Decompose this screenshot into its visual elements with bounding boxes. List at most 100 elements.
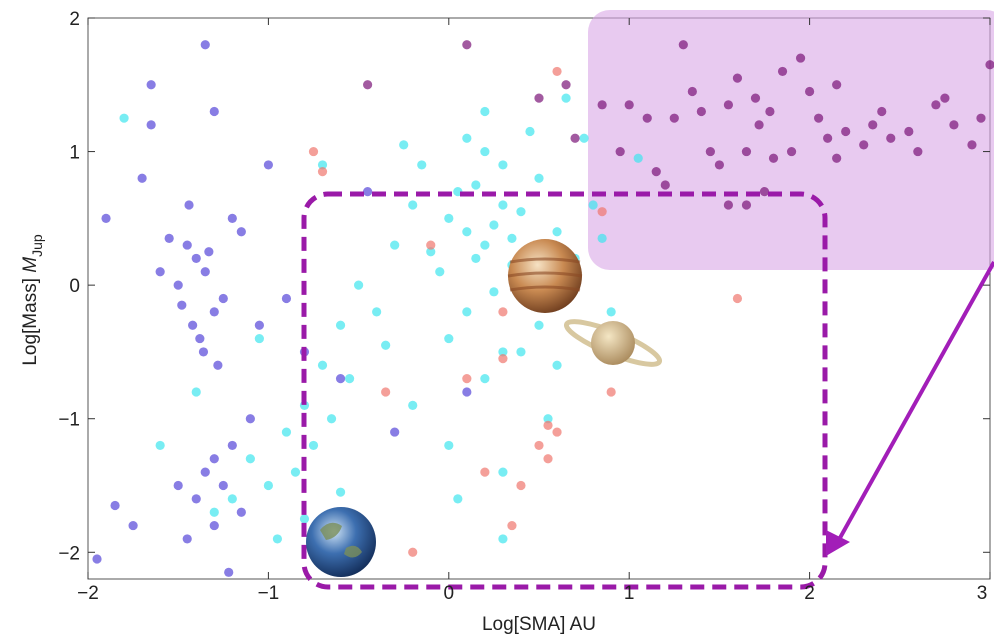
- x-tick-label: 0: [444, 583, 455, 604]
- point: [859, 140, 868, 149]
- point: [201, 468, 210, 477]
- point: [129, 521, 138, 530]
- point: [715, 160, 724, 169]
- point: [814, 114, 823, 123]
- y-axis-subscript: Jup: [29, 234, 45, 257]
- y-tick-label: 0: [69, 276, 80, 297]
- point: [841, 127, 850, 136]
- point: [210, 508, 219, 517]
- point: [291, 468, 300, 477]
- point: [219, 481, 228, 490]
- point: [201, 267, 210, 276]
- point: [408, 548, 417, 557]
- point: [670, 114, 679, 123]
- point: [543, 421, 552, 430]
- point: [940, 94, 949, 103]
- point: [765, 107, 774, 116]
- chart: Log[SMA] AU Log[Mass] MJup −2−10123−2−10…: [0, 0, 994, 643]
- point: [760, 187, 769, 196]
- point: [246, 454, 255, 463]
- point: [147, 80, 156, 89]
- point: [471, 180, 480, 189]
- point: [255, 334, 264, 343]
- point: [697, 107, 706, 116]
- point: [498, 200, 507, 209]
- y-tick-label: 1: [69, 143, 80, 164]
- point: [552, 67, 561, 76]
- y-tick-label: −2: [58, 543, 80, 564]
- point: [210, 107, 219, 116]
- point: [210, 521, 219, 530]
- point: [688, 87, 697, 96]
- point: [607, 307, 616, 316]
- point: [282, 427, 291, 436]
- point: [498, 160, 507, 169]
- point: [480, 107, 489, 116]
- point: [904, 127, 913, 136]
- point: [426, 240, 435, 249]
- x-tick-label: −1: [258, 583, 280, 604]
- point: [390, 240, 399, 249]
- point: [751, 94, 760, 103]
- point: [823, 134, 832, 143]
- point: [318, 361, 327, 370]
- point: [381, 387, 390, 396]
- point: [507, 521, 516, 530]
- point: [174, 281, 183, 290]
- point: [199, 347, 208, 356]
- point: [769, 154, 778, 163]
- point: [165, 234, 174, 243]
- saturn: [563, 314, 664, 372]
- point: [868, 120, 877, 129]
- page: {"chart_data": {"type": "scatter", "xlab…: [0, 0, 994, 643]
- point: [462, 374, 471, 383]
- point: [480, 374, 489, 383]
- point: [444, 214, 453, 223]
- point: [570, 134, 579, 143]
- point: [661, 180, 670, 189]
- y-axis-symbol: M: [20, 257, 41, 273]
- point: [832, 154, 841, 163]
- earth: [306, 507, 376, 577]
- point: [119, 114, 128, 123]
- point: [255, 321, 264, 330]
- point: [706, 147, 715, 156]
- point: [589, 200, 598, 209]
- point: [183, 240, 192, 249]
- point: [264, 160, 273, 169]
- point: [967, 140, 976, 149]
- point: [561, 80, 570, 89]
- point: [543, 454, 552, 463]
- point: [417, 160, 426, 169]
- point: [634, 154, 643, 163]
- point: [525, 127, 534, 136]
- point: [183, 534, 192, 543]
- point: [237, 508, 246, 517]
- point: [444, 441, 453, 450]
- point: [534, 94, 543, 103]
- point: [300, 514, 309, 523]
- point: [598, 207, 607, 216]
- point: [949, 120, 958, 129]
- point: [498, 534, 507, 543]
- point: [399, 140, 408, 149]
- point: [192, 254, 201, 263]
- y-tick-label: −1: [58, 410, 80, 431]
- point: [210, 454, 219, 463]
- point: [877, 107, 886, 116]
- point: [832, 80, 841, 89]
- point: [282, 294, 291, 303]
- point: [336, 374, 345, 383]
- point: [778, 67, 787, 76]
- point: [462, 387, 471, 396]
- point: [976, 114, 985, 123]
- y-axis-label: Log[Mass] MJup: [20, 234, 45, 366]
- point: [408, 401, 417, 410]
- point: [931, 100, 940, 109]
- point: [390, 427, 399, 436]
- point: [498, 468, 507, 477]
- point: [886, 134, 895, 143]
- point: [625, 100, 634, 109]
- point: [228, 494, 237, 503]
- point: [309, 147, 318, 156]
